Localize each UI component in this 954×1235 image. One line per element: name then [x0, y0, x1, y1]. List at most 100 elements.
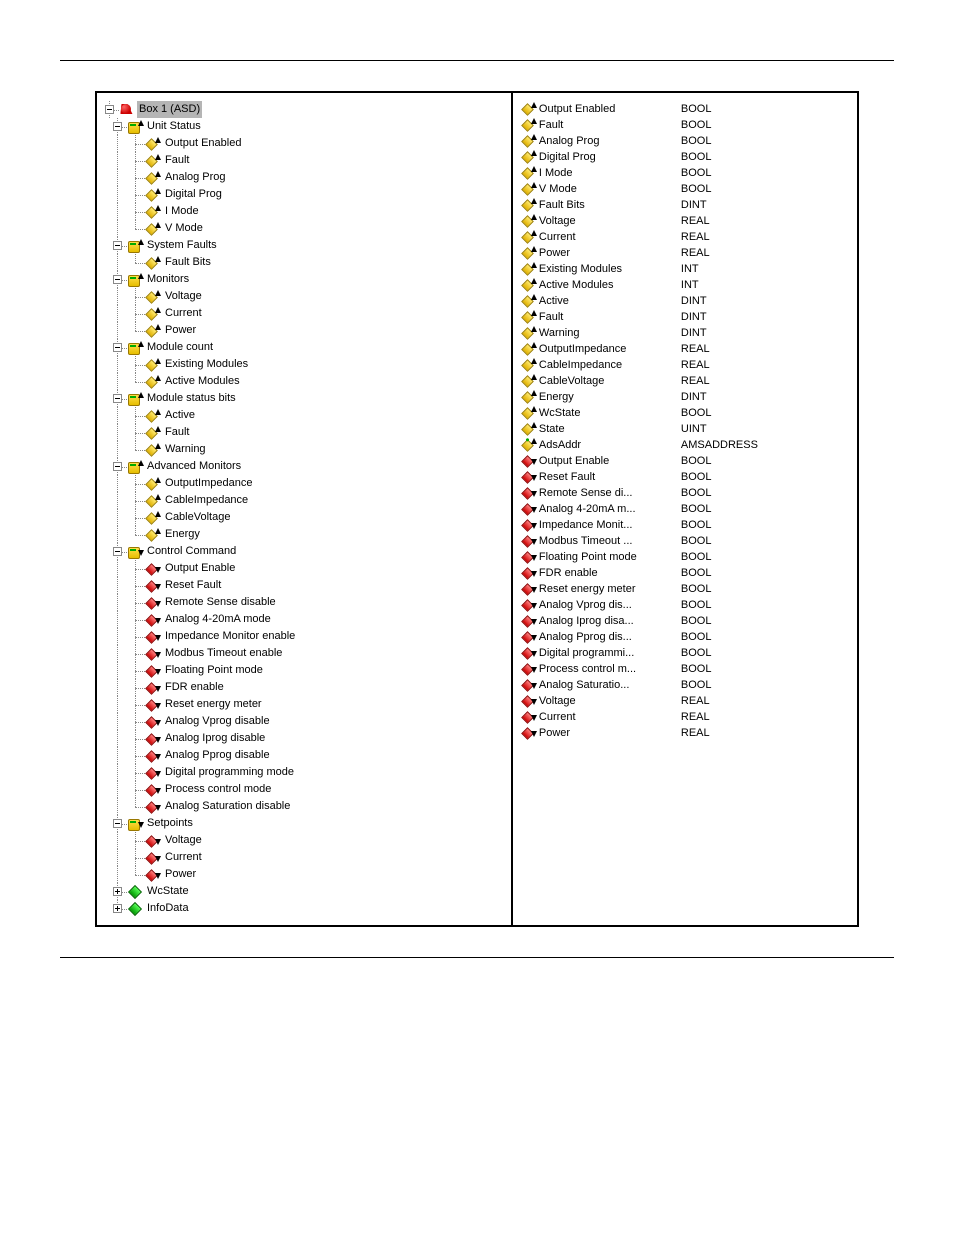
tree-item[interactable]: Floating Point mode [101, 662, 507, 679]
variable-row[interactable]: Digital ProgBOOL [521, 149, 853, 165]
tree-item[interactable]: Existing Modules [101, 356, 507, 373]
expand-icon[interactable] [113, 887, 122, 896]
tree-item[interactable]: Analog Prog [101, 169, 507, 186]
tree-group[interactable]: Advanced Monitors [101, 458, 507, 475]
tree-item[interactable]: Remote Sense disable [101, 594, 507, 611]
variable-row[interactable]: I ModeBOOL [521, 165, 853, 181]
tree-item[interactable]: Power [101, 866, 507, 883]
variable-row[interactable]: PowerREAL [521, 725, 853, 741]
variable-row[interactable]: FaultDINT [521, 309, 853, 325]
collapse-icon[interactable] [113, 241, 122, 250]
tree-group[interactable]: Module count [101, 339, 507, 356]
variable-row[interactable]: Reset FaultBOOL [521, 469, 853, 485]
variable-row[interactable]: CableImpedanceREAL [521, 357, 853, 373]
tree-item[interactable]: Power [101, 322, 507, 339]
variable-row[interactable]: VoltageREAL [521, 693, 853, 709]
variable-row[interactable]: FaultBOOL [521, 117, 853, 133]
tree-group[interactable]: WcState [101, 883, 507, 900]
tree-item[interactable]: Reset energy meter [101, 696, 507, 713]
tree-item[interactable]: Process control mode [101, 781, 507, 798]
variable-row[interactable]: Digital programmi...BOOL [521, 645, 853, 661]
tree-item[interactable]: Fault [101, 424, 507, 441]
tree-item[interactable]: Output Enable [101, 560, 507, 577]
collapse-icon[interactable] [113, 819, 122, 828]
tree-item[interactable]: Reset Fault [101, 577, 507, 594]
variable-row[interactable]: CurrentREAL [521, 229, 853, 245]
variable-row[interactable]: Active ModulesINT [521, 277, 853, 293]
tree-item[interactable]: Current [101, 849, 507, 866]
tree-item[interactable]: CableImpedance [101, 492, 507, 509]
variable-row[interactable]: Modbus Timeout ...BOOL [521, 533, 853, 549]
tree-group[interactable]: InfoData [101, 900, 507, 917]
tree-item[interactable]: Output Enabled [101, 135, 507, 152]
tree-item[interactable]: V Mode [101, 220, 507, 237]
tree-item[interactable]: Current [101, 305, 507, 322]
tree-item[interactable]: Analog 4-20mA mode [101, 611, 507, 628]
expand-icon[interactable] [113, 904, 122, 913]
collapse-icon[interactable] [105, 105, 114, 114]
collapse-icon[interactable] [113, 275, 122, 284]
collapse-icon[interactable] [113, 394, 122, 403]
variable-row[interactable]: ActiveDINT [521, 293, 853, 309]
variable-row[interactable]: Analog Pprog dis...BOOL [521, 629, 853, 645]
variable-row[interactable]: Analog 4-20mA m...BOOL [521, 501, 853, 517]
variable-row[interactable]: StateUINT [521, 421, 853, 437]
variable-list[interactable]: Output EnabledBOOLFaultBOOLAnalog ProgBO… [521, 101, 853, 741]
variable-row[interactable]: Analog Vprog dis...BOOL [521, 597, 853, 613]
variable-row[interactable]: Remote Sense di...BOOL [521, 485, 853, 501]
tree-group[interactable]: Setpoints [101, 815, 507, 832]
tree-item[interactable]: Analog Pprog disable [101, 747, 507, 764]
variable-row[interactable]: Analog ProgBOOL [521, 133, 853, 149]
tree-item[interactable]: Analog Iprog disable [101, 730, 507, 747]
variable-row[interactable]: Analog Saturatio...BOOL [521, 677, 853, 693]
variable-row[interactable]: EnergyDINT [521, 389, 853, 405]
variable-row[interactable]: V ModeBOOL [521, 181, 853, 197]
variable-row[interactable]: VoltageREAL [521, 213, 853, 229]
tree-item[interactable]: Fault Bits [101, 254, 507, 271]
tree-group[interactable]: Unit Status [101, 118, 507, 135]
variable-row[interactable]: Reset energy meterBOOL [521, 581, 853, 597]
variable-row[interactable]: Floating Point modeBOOL [521, 549, 853, 565]
tree-item[interactable]: Voltage [101, 832, 507, 849]
tree-item[interactable]: Analog Saturation disable [101, 798, 507, 815]
variable-row[interactable]: Process control m...BOOL [521, 661, 853, 677]
tree-root[interactable]: Box 1 (ASD) [101, 101, 507, 118]
tree-item[interactable]: Impedance Monitor enable [101, 628, 507, 645]
tree-item[interactable]: Active [101, 407, 507, 424]
variable-row[interactable]: CurrentREAL [521, 709, 853, 725]
tree-group[interactable]: Control Command [101, 543, 507, 560]
variable-row[interactable]: Analog Iprog disa...BOOL [521, 613, 853, 629]
variable-row[interactable]: Output EnableBOOL [521, 453, 853, 469]
tree-group[interactable]: Monitors [101, 271, 507, 288]
variable-row[interactable]: WcStateBOOL [521, 405, 853, 421]
tree-item[interactable]: Digital programming mode [101, 764, 507, 781]
device-tree[interactable]: Box 1 (ASD)Unit StatusOutput Enabled Faul… [101, 101, 507, 917]
tree-item[interactable]: Active Modules [101, 373, 507, 390]
collapse-icon[interactable] [113, 547, 122, 556]
tree-item[interactable]: Digital Prog [101, 186, 507, 203]
variable-row[interactable]: OutputImpedanceREAL [521, 341, 853, 357]
tree-item[interactable]: Energy [101, 526, 507, 543]
tree-item[interactable]: FDR enable [101, 679, 507, 696]
variable-row[interactable]: AdsAddrAMSADDRESS [521, 437, 853, 453]
tree-item[interactable]: I Mode [101, 203, 507, 220]
tree-item[interactable]: Warning [101, 441, 507, 458]
collapse-icon[interactable] [113, 343, 122, 352]
tree-item[interactable]: Modbus Timeout enable [101, 645, 507, 662]
tree-group[interactable]: System Faults [101, 237, 507, 254]
tree-group[interactable]: Module status bits [101, 390, 507, 407]
tree-item[interactable]: Voltage [101, 288, 507, 305]
variable-row[interactable]: FDR enableBOOL [521, 565, 853, 581]
tree-item[interactable]: CableVoltage [101, 509, 507, 526]
collapse-icon[interactable] [113, 462, 122, 471]
variable-row[interactable]: Fault BitsDINT [521, 197, 853, 213]
variable-row[interactable]: CableVoltageREAL [521, 373, 853, 389]
variable-row[interactable]: PowerREAL [521, 245, 853, 261]
tree-item[interactable]: OutputImpedance [101, 475, 507, 492]
collapse-icon[interactable] [113, 122, 122, 131]
variable-row[interactable]: Existing ModulesINT [521, 261, 853, 277]
variable-row[interactable]: Output EnabledBOOL [521, 101, 853, 117]
variable-row[interactable]: Impedance Monit...BOOL [521, 517, 853, 533]
variable-row[interactable]: WarningDINT [521, 325, 853, 341]
tree-item[interactable]: Analog Vprog disable [101, 713, 507, 730]
